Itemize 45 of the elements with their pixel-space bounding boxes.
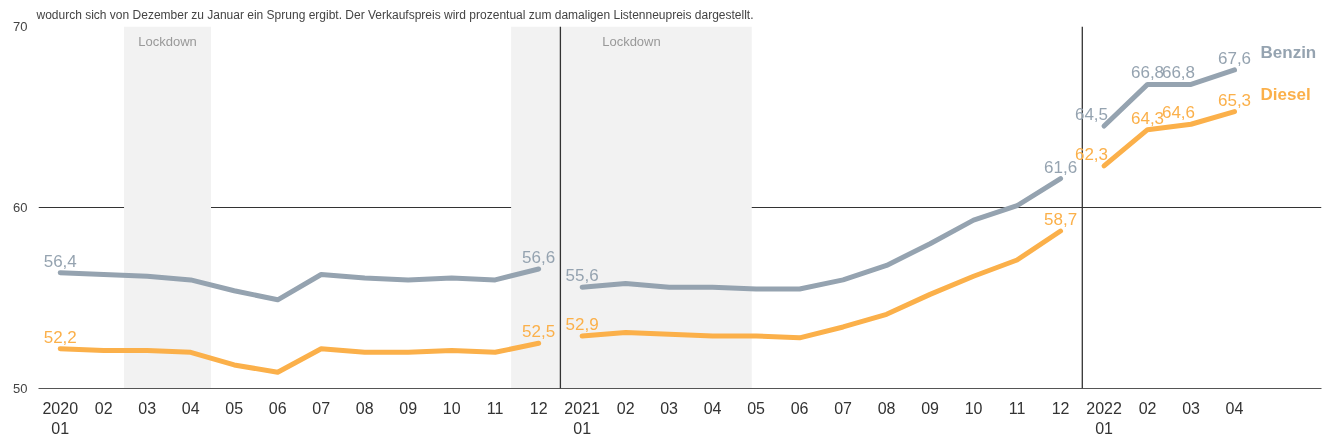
x-tick-label: 2021 01 <box>564 399 601 437</box>
x-tick-label: 05 <box>225 399 244 417</box>
x-tick-label: 06 <box>790 399 809 417</box>
series-label: Diesel <box>1260 84 1311 104</box>
band-label: Lockdown <box>602 33 661 49</box>
x-tick-label: 08 <box>355 399 374 417</box>
x-tick-label: 10 <box>964 399 983 417</box>
x-tick-label: 09 <box>921 399 940 417</box>
x-tick-label: 08 <box>877 399 896 417</box>
x-tick-label: 10 <box>442 399 461 417</box>
x-tick-label: 05 <box>747 399 766 417</box>
x-tick-label: 02 <box>1138 399 1157 417</box>
data-label: 56,4 <box>43 251 77 271</box>
data-label: 65,3 <box>1217 90 1252 110</box>
x-tick-label: 2022 01 <box>1086 399 1122 437</box>
x-tick-label: 02 <box>94 399 113 417</box>
data-label: 52,2 <box>43 327 77 347</box>
series-label: Benzin <box>1260 42 1317 62</box>
x-tick-label: 2020 01 <box>42 399 79 437</box>
x-tick-label: 11 <box>486 399 504 417</box>
band-label: Lockdown <box>138 33 197 49</box>
x-tick-label: 04 <box>1225 399 1244 417</box>
chart-subtitle: wodurch sich von Dezember zu Januar ein Sprung ergibt. Der Verkaufspreis wird prozentual zum damaligen Listenneupreis dargestellt. <box>35 7 754 22</box>
x-tick-label: 12 <box>1051 399 1070 417</box>
x-tick-label: 02 <box>616 399 635 417</box>
x-tick-label: 09 <box>399 399 418 417</box>
x-tick-label: 03 <box>138 399 157 417</box>
y-tick-label: 50 <box>13 381 28 396</box>
x-tick-label: 06 <box>268 399 287 417</box>
data-label: 67,6 <box>1217 48 1252 68</box>
x-tick-label: 04 <box>181 399 200 417</box>
x-tick-label: 04 <box>703 399 722 417</box>
x-tick-label: 12 <box>529 399 548 417</box>
data-label: 58,7 <box>1044 210 1078 230</box>
data-label: 55,6 <box>565 266 599 286</box>
x-tick-label: 03 <box>1182 399 1201 417</box>
y-tick-label: 60 <box>13 200 28 215</box>
x-tick-label: 11 <box>1008 399 1026 417</box>
data-label: 56,6 <box>522 248 556 268</box>
data-label: 52,5 <box>522 322 556 342</box>
x-tick-label: 07 <box>312 399 331 417</box>
x-tick-label: 03 <box>660 399 679 417</box>
y-tick-label: 70 <box>13 19 28 34</box>
x-tick-label: 07 <box>834 399 853 417</box>
data-label: 52,9 <box>565 315 599 335</box>
